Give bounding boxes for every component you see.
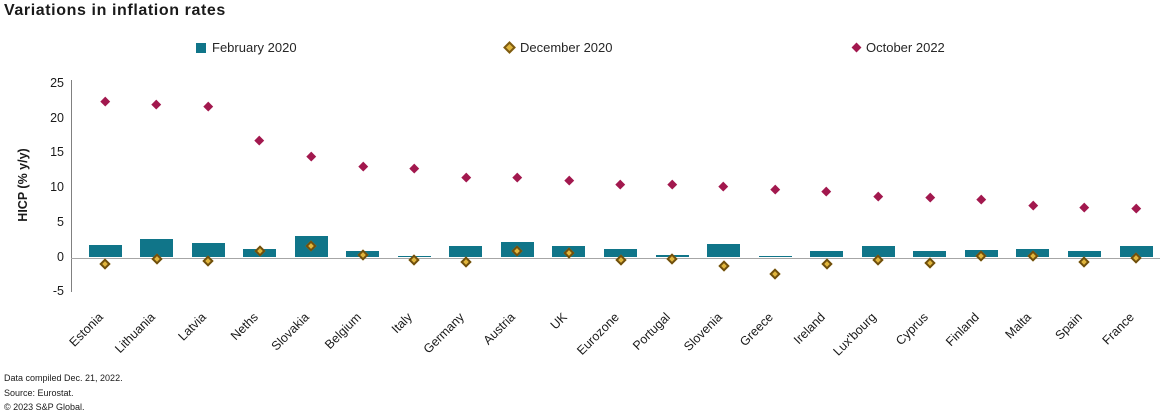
y-tick-label: 10 xyxy=(50,180,64,194)
point-october-2022-neths xyxy=(255,136,265,146)
point-october-2022-germany xyxy=(461,172,471,182)
legend-label: February 2020 xyxy=(212,40,297,55)
point-october-2022-slovenia xyxy=(718,181,729,191)
point-october-2022-eurozone xyxy=(615,179,626,189)
point-october-2022-greece xyxy=(770,184,780,194)
point-october-2022-portugal xyxy=(667,179,677,189)
y-tick-label: -5 xyxy=(52,284,64,299)
point-october-2022-uk xyxy=(564,175,574,185)
point-october-2022-finland xyxy=(976,194,986,204)
point-october-2022-belgium xyxy=(358,161,368,172)
point-october-2022-ireland xyxy=(822,186,832,196)
legend-item-february-2020: February 2020 xyxy=(196,40,297,55)
point-october-2022-spain xyxy=(1079,202,1090,212)
bar-eurozone xyxy=(604,249,637,258)
teal-square-icon xyxy=(196,42,206,53)
point-october-2022-slovakia xyxy=(306,152,316,162)
bar-germany xyxy=(449,245,483,258)
y-tick-label: 5 xyxy=(57,214,64,229)
bar-ireland xyxy=(810,251,844,258)
chart-title: Variations in inflation rates xyxy=(4,2,226,19)
y-tick-label: 0 xyxy=(57,249,64,264)
point-october-2022-lux-bourg xyxy=(873,191,883,201)
y-tick-label: 20 xyxy=(50,110,64,125)
point-december-2020-cyprus xyxy=(924,257,936,269)
legend-label: December 2020 xyxy=(520,40,613,55)
point-december-2020-slovenia xyxy=(717,260,730,272)
point-october-2022-malta xyxy=(1028,200,1038,210)
point-december-2020-ireland xyxy=(821,258,833,271)
legend-item-december-2020: December 2020 xyxy=(503,40,613,55)
gold-open-diamond-icon xyxy=(503,41,516,54)
bar-spain xyxy=(1067,251,1101,258)
footer-copyright: © 2023 S&P Global. xyxy=(4,402,85,412)
bar-estonia xyxy=(88,244,122,258)
red-diamond-icon xyxy=(851,42,862,53)
point-december-2020-estonia xyxy=(99,258,111,270)
y-tick-label: 25 xyxy=(50,75,64,90)
bar-lithuania xyxy=(140,238,174,258)
legend-item-october-2022: October 2022 xyxy=(851,40,945,55)
bar-greece xyxy=(758,256,792,258)
point-december-2020-greece xyxy=(769,268,781,280)
y-axis-line xyxy=(71,80,72,292)
point-october-2022-estonia xyxy=(100,96,110,106)
bar-slovenia xyxy=(707,243,741,258)
bar-lux-bourg xyxy=(861,245,895,258)
point-october-2022-lithuania xyxy=(151,99,162,109)
bar-cyprus xyxy=(913,250,947,258)
point-october-2022-cyprus xyxy=(925,193,935,203)
point-october-2022-italy xyxy=(409,163,419,174)
y-tick-label: 15 xyxy=(50,145,64,160)
bar-latvia xyxy=(191,242,225,258)
footer-compiled-note: Data compiled Dec. 21, 2022. xyxy=(4,373,123,383)
point-october-2022-latvia xyxy=(203,101,213,111)
point-october-2022-france xyxy=(1131,203,1141,213)
point-october-2022-austria xyxy=(512,172,522,183)
footer-source-note: Source: Eurostat. xyxy=(4,388,74,398)
legend-label: October 2022 xyxy=(866,40,945,55)
